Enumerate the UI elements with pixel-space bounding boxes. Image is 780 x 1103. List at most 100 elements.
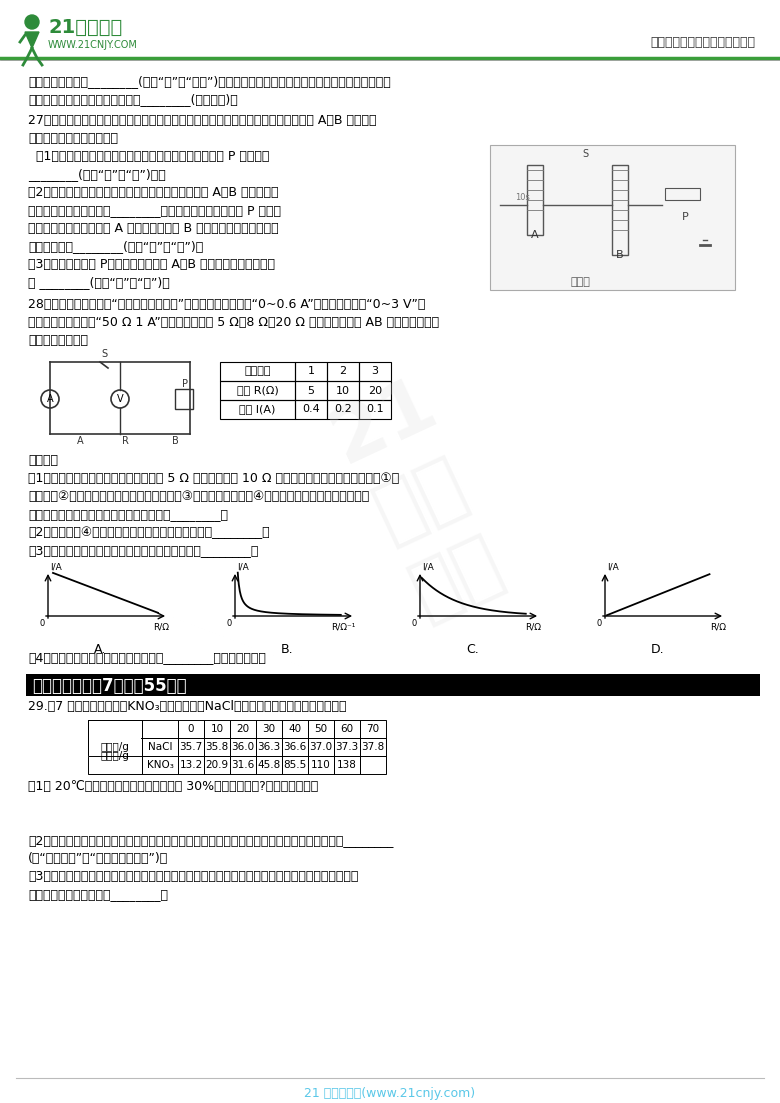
Text: 21世纪教育: 21世纪教育 <box>48 18 122 38</box>
Text: B.: B. <box>281 643 294 656</box>
Text: 27．在探究影响电磁铁磁性强弱的因素时，小科把细漆包线分别绕在两根铁钉上做成 A、B 电磁铁，: 27．在探究影响电磁铁磁性强弱的因素时，小科把细漆包线分别绕在两根铁钉上做成 A… <box>28 114 377 127</box>
Text: 20.9: 20.9 <box>205 760 229 770</box>
Text: 溶解度/g: 溶解度/g <box>101 751 129 761</box>
Text: I/A: I/A <box>607 563 619 572</box>
Text: 0.4: 0.4 <box>302 405 320 415</box>
Bar <box>230 756 256 774</box>
Text: （1） 20℃时，能否制得溶质质量分数为 30%的氯化钓溶液?请计算后说明。: （1） 20℃时，能否制得溶质质量分数为 30%的氯化钓溶液?请计算后说明。 <box>28 780 318 793</box>
Bar <box>88 720 142 738</box>
Bar <box>282 720 308 738</box>
Text: 35.8: 35.8 <box>205 742 229 752</box>
Text: 20: 20 <box>368 386 382 396</box>
Text: 60: 60 <box>340 724 353 733</box>
Bar <box>142 720 178 738</box>
Bar <box>178 738 204 756</box>
Text: 四、解答题（关7题；內55分）: 四、解答题（关7题；內55分） <box>32 677 186 695</box>
Text: 85.5: 85.5 <box>283 760 307 770</box>
Text: 0: 0 <box>597 619 601 628</box>
Bar <box>327 362 359 381</box>
Text: 获得数据如下表。: 获得数据如下表。 <box>28 334 88 347</box>
Text: R/Ω: R/Ω <box>710 622 726 631</box>
Bar <box>204 756 230 774</box>
Text: A.: A. <box>94 643 107 656</box>
Text: KNO₃: KNO₃ <box>147 760 173 770</box>
Text: P: P <box>182 379 188 389</box>
Circle shape <box>41 390 59 408</box>
Bar <box>178 720 204 738</box>
Text: 110: 110 <box>311 760 331 770</box>
Text: A: A <box>47 394 53 404</box>
Text: 37.0: 37.0 <box>310 742 332 752</box>
Bar <box>308 720 334 738</box>
Bar <box>665 188 700 200</box>
Text: A: A <box>531 231 539 240</box>
Bar <box>204 738 230 756</box>
Text: 50: 50 <box>314 724 328 733</box>
Text: S: S <box>582 149 588 159</box>
Bar <box>220 381 295 400</box>
Bar <box>360 720 386 738</box>
Text: 36.3: 36.3 <box>257 742 281 752</box>
Text: S: S <box>101 349 107 358</box>
Text: 电阵 R(Ω): 电阵 R(Ω) <box>236 386 278 396</box>
Text: A: A <box>76 436 83 446</box>
Text: 电磁铁磁性越________(选填“强”或“弱”)。: 电磁铁磁性越________(选填“强”或“弱”)。 <box>28 240 204 253</box>
Text: （3）向左移动滑片 P，可以看到电磁铁 A、B 吸引的大头针数目比原: （3）向左移动滑片 P，可以看到电磁铁 A、B 吸引的大头针数目比原 <box>28 258 275 271</box>
Text: I/A: I/A <box>50 563 62 572</box>
Text: R: R <box>122 436 129 446</box>
Bar <box>334 720 360 738</box>
Text: 并设计了如图所示的电路。: 并设计了如图所示的电路。 <box>28 132 118 144</box>
Text: （1）完成第一组实验，断开开关，拆下 5 Ω 的电阵，改接 10 Ω 的电阵。继续操作有以下四步：①闭: （1）完成第一组实验，断开开关，拆下 5 Ω 的电阵，改接 10 Ω 的电阵。继… <box>28 472 399 485</box>
Bar <box>204 720 230 738</box>
Text: 3: 3 <box>371 366 378 376</box>
Bar <box>360 756 386 774</box>
Circle shape <box>111 390 129 408</box>
Text: C.: C. <box>466 643 479 656</box>
Circle shape <box>25 15 39 29</box>
Text: 电流 I(A): 电流 I(A) <box>239 405 275 415</box>
Text: 0: 0 <box>226 619 232 628</box>
Text: （2）上述操作④中判断滑片已处于适当位置的依据是________。: （2）上述操作④中判断滑片已处于适当位置的依据是________。 <box>28 526 270 539</box>
Text: R/Ω: R/Ω <box>525 622 541 631</box>
Bar <box>359 400 391 419</box>
Text: 31.6: 31.6 <box>232 760 254 770</box>
Text: 36.6: 36.6 <box>283 742 307 752</box>
Bar <box>220 362 295 381</box>
Bar <box>230 720 256 738</box>
Text: 30: 30 <box>262 724 275 733</box>
Text: 请回答：: 请回答： <box>28 454 58 467</box>
Text: 溶解度/g: 溶解度/g <box>101 742 129 752</box>
Bar <box>334 738 360 756</box>
Text: 这样做的目的是为了控制________相等。闭合开关，把滑片 P 移到如: 这样做的目的是为了控制________相等。闭合开关，把滑片 P 移到如 <box>28 204 281 217</box>
Text: 21 世纪教育网(www.21cnjy.com): 21 世纪教育网(www.21cnjy.com) <box>304 1088 476 1101</box>
Text: （3）有确酸鉶和氯化钓的饱和溶液各一杯，它们的温度、溶质质量分数都相同，则由表可知这两杯: （3）有确酸鉶和氯化钓的饱和溶液各一杯，它们的温度、溶质质量分数都相同，则由表可… <box>28 870 358 884</box>
Bar <box>88 738 142 756</box>
Text: 实验组别: 实验组别 <box>244 366 271 376</box>
Bar <box>142 738 178 756</box>
Text: P: P <box>682 212 689 222</box>
Bar <box>230 738 256 756</box>
Text: R/Ω⁻¹: R/Ω⁻¹ <box>332 622 356 631</box>
Bar <box>612 165 628 255</box>
Bar <box>89 722 141 739</box>
Bar <box>26 674 760 696</box>
Bar <box>220 400 295 419</box>
Bar <box>175 389 193 409</box>
Bar <box>527 165 543 235</box>
Text: （1）为了保护电路，在合上开关前，滑动变阵器的滑片 P 应移到最: （1）为了保护电路，在合上开关前，滑动变阵器的滑片 P 应移到最 <box>28 150 269 163</box>
Text: （2）人们把海水引入盐田，风吹日晒后，食盐就会结晶析出。这种从溶液中得到固体的方法叫________: （2）人们把海水引入盐田，风吹日晒后，食盐就会结晶析出。这种从溶液中得到固体的方… <box>28 834 393 847</box>
Bar <box>295 400 327 419</box>
Text: 10: 10 <box>211 724 224 733</box>
Text: 来 ________(选填“多”或“少”)。: 来 ________(选填“多”或“少”)。 <box>28 276 170 289</box>
Bar <box>308 756 334 774</box>
Text: B: B <box>616 250 624 260</box>
Bar <box>88 756 142 774</box>
Bar <box>490 144 735 290</box>
Text: 29.（7 分）现有确酸鉶（KNO₃）和氯化钓（NaCl）两种物质的溶解度数据如下表：: 29.（7 分）现有确酸鉶（KNO₃）和氯化钓（NaCl）两种物质的溶解度数据如… <box>28 700 346 713</box>
Text: D.: D. <box>651 643 665 656</box>
Text: ________(选填“左”或“右”)端。: ________(选填“左”或“右”)端。 <box>28 168 165 181</box>
Bar <box>88 720 142 756</box>
Text: （2）为了研究线圈匹数对电磁铁磁性的影响，小科把 A、B 串联起来，: （2）为了研究线圈匹数对电磁铁磁性的影响，小科把 A、B 串联起来， <box>28 186 278 199</box>
Text: 37.8: 37.8 <box>361 742 385 752</box>
Text: I/A: I/A <box>422 563 434 572</box>
